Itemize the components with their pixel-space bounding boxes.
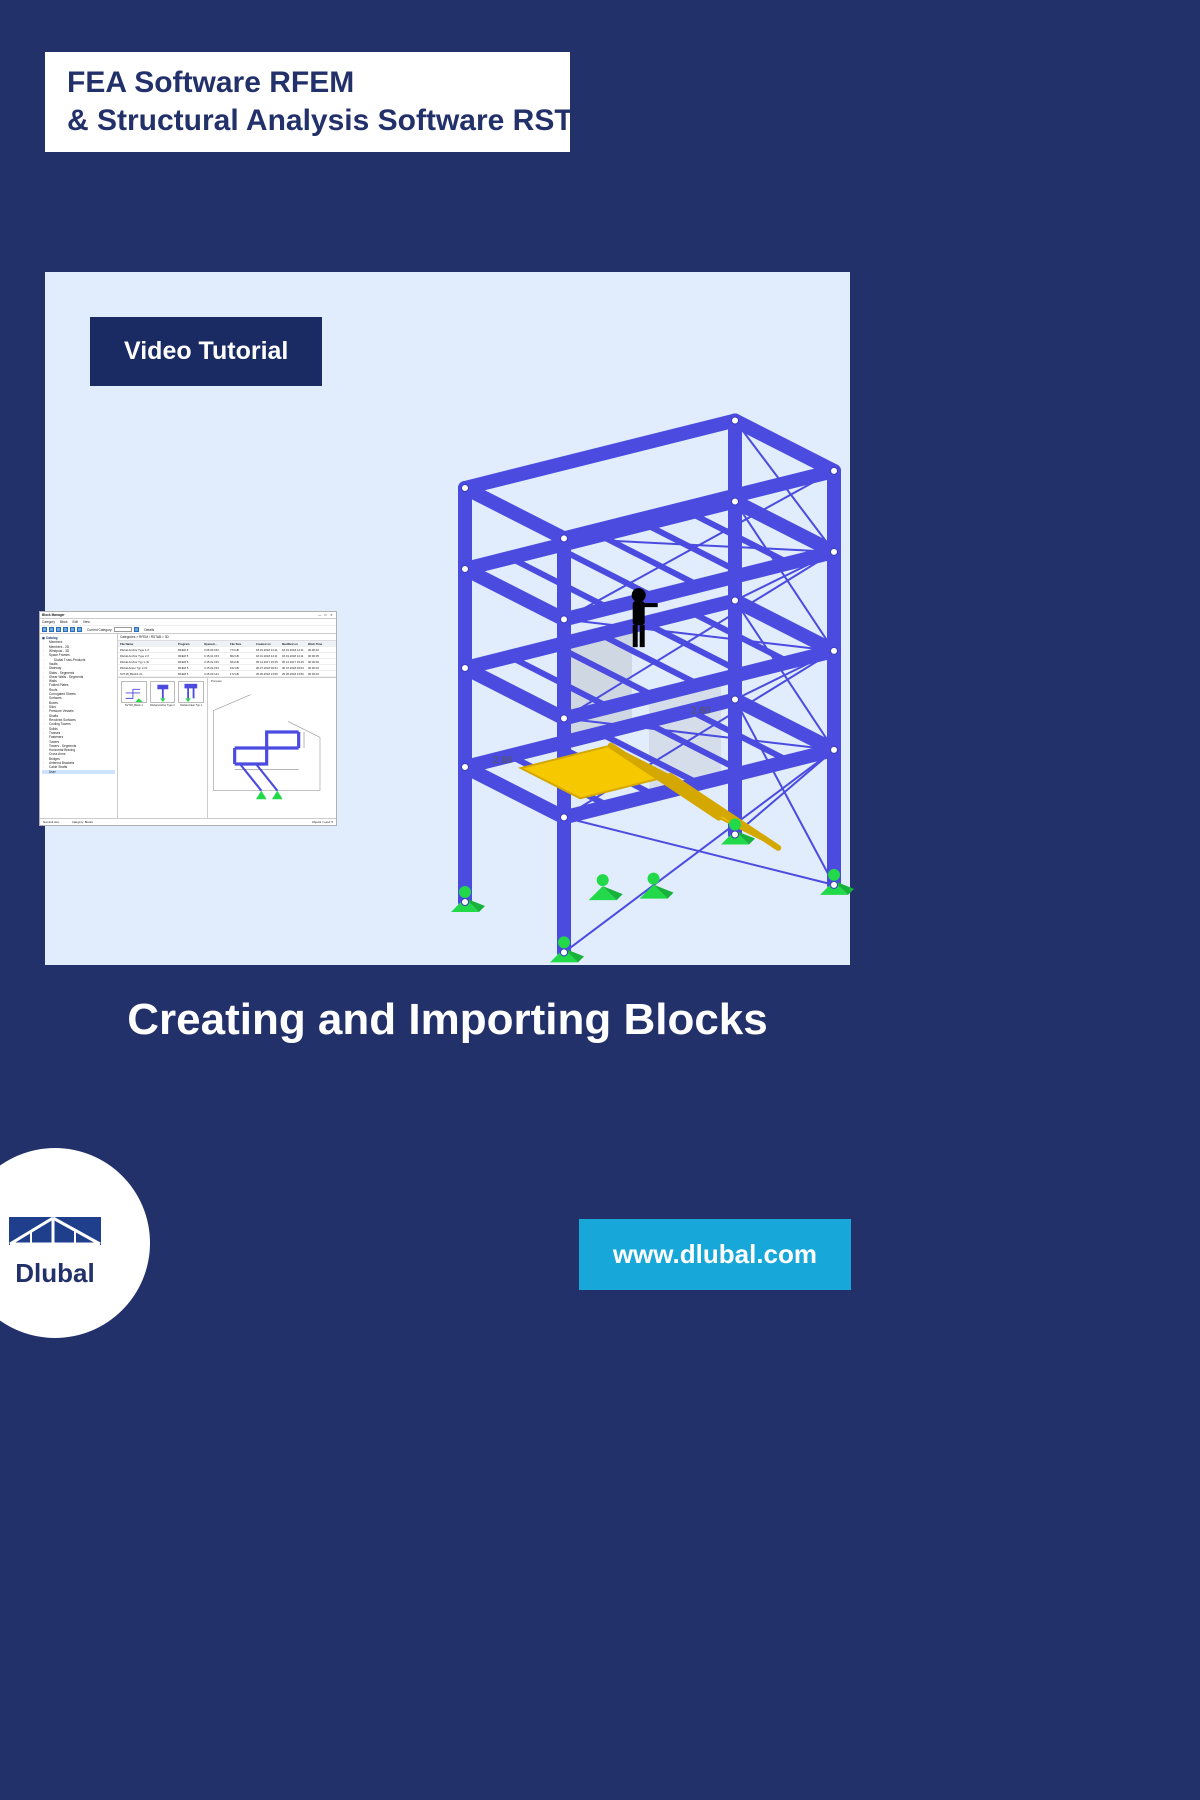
bm-preview: Preview xyxy=(208,678,336,818)
bm-thumbnail[interactable]: SVT18_Block 1 xyxy=(121,681,147,815)
bm-titlebar: Block Manager — ▭ ✕ xyxy=(40,612,336,619)
bm-toolbar[interactable]: Current Category: Details xyxy=(40,626,336,634)
toolbar-icon[interactable] xyxy=(134,627,139,632)
video-tutorial-badge: Video Tutorial xyxy=(90,317,322,386)
bm-table[interactable]: File NameProgramOpened…File SizeCreated … xyxy=(118,641,336,678)
bm-thumbnail[interactable]: Dlubal Anker Typ 1 xyxy=(178,681,204,815)
maximize-icon[interactable]: ▭ xyxy=(323,613,328,617)
header-line-1: FEA Software RFEM xyxy=(45,52,370,100)
main-title: Creating and Importing Blocks xyxy=(0,995,895,1045)
bm-thumbnail[interactable]: Dlubal Anchor Type 2 xyxy=(150,681,176,815)
toolbar-details: Details xyxy=(144,628,154,632)
bm-tree-node[interactable]: User xyxy=(42,770,115,774)
toolbar-icon[interactable] xyxy=(49,627,54,632)
tutorial-panel: Video Tutorial Block Manager — ▭ ✕ Categ… xyxy=(45,272,850,965)
minimize-icon[interactable]: — xyxy=(317,613,322,617)
bridge-logo-icon xyxy=(5,1198,105,1252)
company-name: Dlubal xyxy=(15,1258,94,1289)
toolbar-icon[interactable] xyxy=(70,627,75,632)
close-icon[interactable]: ✕ xyxy=(329,613,334,617)
structure-svg: 2.88 2.60 xyxy=(425,402,885,962)
company-logo-badge: Dlubal xyxy=(0,1148,150,1338)
bm-menu-item[interactable]: Edit xyxy=(73,620,79,624)
bm-menu-item[interactable]: Block xyxy=(60,620,68,624)
toolbar-icon[interactable] xyxy=(77,627,82,632)
bm-menubar[interactable]: Category Block Edit View xyxy=(40,619,336,626)
bm-status-left1: Nominal size: xyxy=(43,820,60,824)
bm-statusbar: Nominal size: Category: Blocks Objects /… xyxy=(40,818,336,825)
bm-tree[interactable]: ▣ CatalogMembersMembers - 2DWindpost - 3… xyxy=(40,634,118,818)
bm-window-controls[interactable]: — ▭ ✕ xyxy=(317,613,334,617)
bm-status-left2: Category: Blocks xyxy=(72,820,93,824)
bm-category-path: Categories > RFEM / RSTAB > 3D xyxy=(118,634,336,641)
bm-status-right: Objects / Land: 5 xyxy=(312,820,333,824)
bm-thumbnails[interactable]: SVT18_Block 1Dlubal Anchor Type 2Dlubal … xyxy=(118,678,208,818)
header-line-2: & Structural Analysis Software RSTAB xyxy=(45,100,570,152)
bm-table-row[interactable]: SVT18_Block1.rfsRFEM 53.25.00.141172 kB2… xyxy=(118,671,336,677)
block-manager-window: Block Manager — ▭ ✕ Category Block Edit … xyxy=(39,611,337,826)
bm-menu-item[interactable]: Category xyxy=(42,620,55,624)
svg-text:2.60: 2.60 xyxy=(691,706,711,717)
bm-right-pane: Categories > RFEM / RSTAB > 3D File Name… xyxy=(118,634,336,818)
bm-preview-drawing xyxy=(208,678,336,818)
toolbar-icon[interactable] xyxy=(63,627,68,632)
header-box: FEA Software RFEM & Structural Analysis … xyxy=(45,52,570,152)
toolbar-icon[interactable] xyxy=(56,627,61,632)
bm-body: ▣ CatalogMembersMembers - 2DWindpost - 3… xyxy=(40,634,336,818)
website-button[interactable]: www.dlubal.com xyxy=(579,1219,851,1290)
toolbar-icon[interactable] xyxy=(42,627,47,632)
svg-text:2.88: 2.88 xyxy=(493,755,513,766)
bm-menu-item[interactable]: View xyxy=(83,620,90,624)
toolbar-label: Current Category: xyxy=(87,628,112,632)
bm-lower: SVT18_Block 1Dlubal Anchor Type 2Dlubal … xyxy=(118,678,336,818)
toolbar-category-combo[interactable] xyxy=(114,627,132,632)
structure-illustration: 2.88 2.60 xyxy=(425,402,885,962)
bm-title: Block Manager xyxy=(42,613,65,617)
